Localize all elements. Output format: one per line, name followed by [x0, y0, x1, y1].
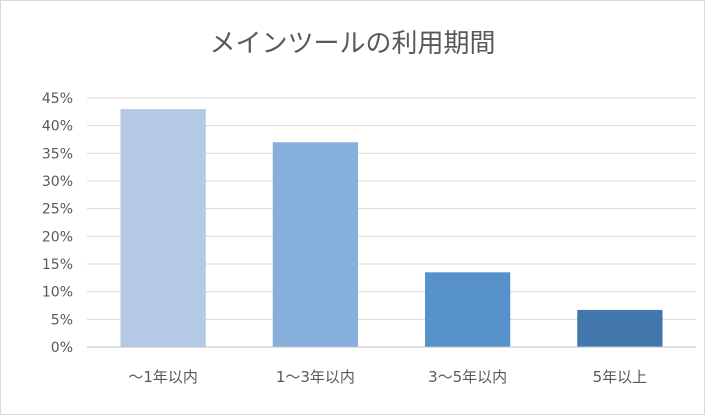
y-tick-label: 10%: [42, 285, 73, 301]
y-tick-label: 35%: [42, 146, 73, 162]
axes: 0% 5% 10% 15% 20% 25% 30% 35% 40% 45% 〜1年以内 1〜3年以内 3…: [42, 91, 696, 386]
bar: [577, 309, 663, 347]
x-tick-label: 5年以上: [593, 368, 648, 386]
bars: [120, 109, 663, 347]
x-tick-label: 1〜3年以内: [276, 368, 355, 386]
y-tick-label: 45%: [42, 91, 73, 107]
y-tick-label: 30%: [42, 174, 73, 190]
x-tick-label: 〜1年以内: [128, 368, 198, 386]
bar: [272, 142, 359, 347]
x-tick-label: 3〜5年以内: [428, 368, 507, 386]
y-tick-label: 40%: [42, 119, 73, 135]
y-tick-label: 25%: [42, 202, 73, 218]
y-tick-label: 5%: [51, 312, 73, 328]
y-tick-label: 15%: [42, 257, 73, 273]
chart-title: メインツールの利用期間: [209, 29, 496, 59]
y-tick-label: 0%: [51, 340, 73, 356]
bar: [424, 272, 511, 347]
bar: [120, 109, 206, 347]
y-tick-label: 20%: [42, 229, 73, 245]
